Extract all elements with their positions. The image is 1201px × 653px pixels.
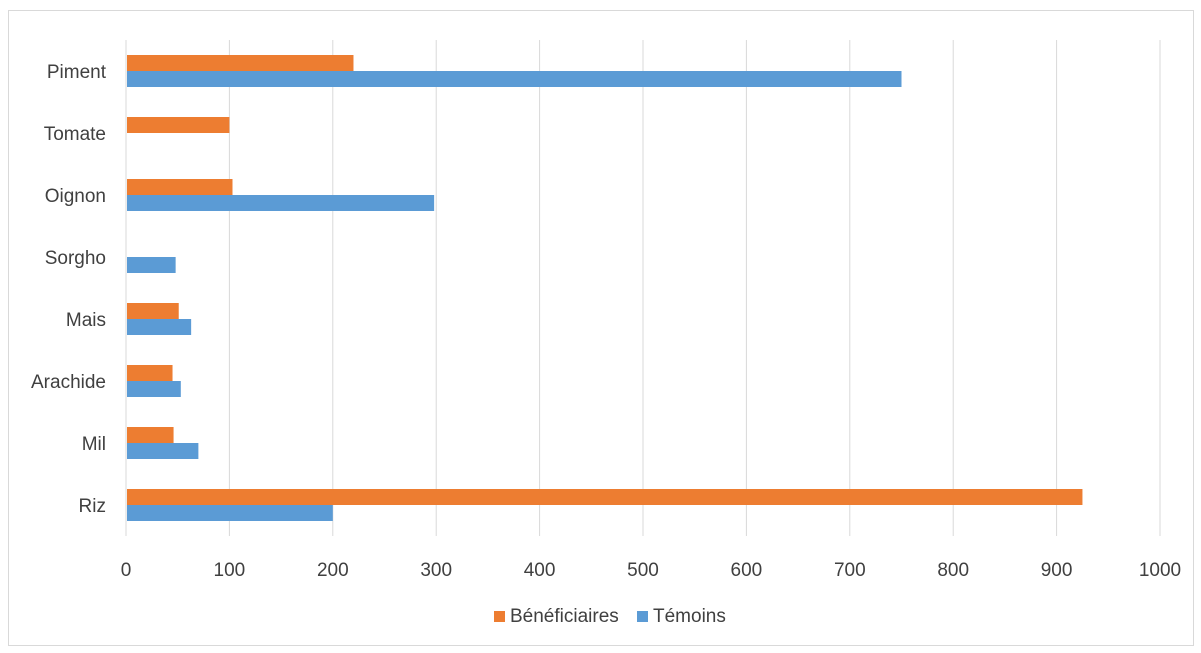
bar-beneficiaires xyxy=(127,55,354,71)
x-tick-label: 200 xyxy=(317,560,349,581)
bar-beneficiaires xyxy=(127,427,174,443)
bar-temoins xyxy=(127,257,176,273)
category-labels: Piment Tomate Oignon Sorgho Mais Arachide Mil R… xyxy=(31,62,107,517)
gridlines xyxy=(228,40,1161,536)
x-tick-label: 400 xyxy=(524,560,556,581)
chart-frame xyxy=(8,10,1194,646)
bar-beneficiaires xyxy=(127,489,1083,505)
bars xyxy=(127,55,1083,521)
x-tick-label: 800 xyxy=(937,560,969,581)
x-tick-label: 700 xyxy=(834,560,866,581)
x-tick-label: 600 xyxy=(731,560,763,581)
bar-beneficiaires xyxy=(127,117,230,133)
category-label: Arachide xyxy=(31,372,106,393)
bar-beneficiaires xyxy=(127,179,233,195)
bar-temoins xyxy=(127,443,199,459)
category-label: Mil xyxy=(82,434,106,455)
value-axis-ticks: 0 100 200 300 400 500 600 700 800 900 1000 xyxy=(121,560,1181,581)
x-tick-label: 100 xyxy=(214,560,246,581)
x-tick-label: 300 xyxy=(420,560,452,581)
bar-beneficiaires xyxy=(127,365,173,381)
bar-temoins xyxy=(127,381,181,397)
x-tick-label: 0 xyxy=(121,560,132,581)
legend-swatch xyxy=(494,611,505,622)
x-tick-label: 1000 xyxy=(1139,560,1181,581)
bar-temoins xyxy=(127,319,192,335)
legend-swatch xyxy=(637,611,648,622)
category-label: Mais xyxy=(66,310,106,331)
x-tick-label: 900 xyxy=(1041,560,1073,581)
bar-beneficiaires xyxy=(127,303,179,319)
x-tick-label: 500 xyxy=(627,560,659,581)
bar-temoins xyxy=(127,71,902,87)
legend-label: Bénéficiaires xyxy=(510,606,619,627)
bar-temoins xyxy=(127,195,435,211)
category-label: Riz xyxy=(79,496,106,517)
category-label: Tomate xyxy=(44,124,106,145)
category-label: Piment xyxy=(47,62,107,83)
legend-label: Témoins xyxy=(653,606,726,627)
category-label: Oignon xyxy=(45,186,106,207)
category-label: Sorgho xyxy=(45,248,106,269)
bar-temoins xyxy=(127,505,333,521)
legend: Bénéficiaires Témoins xyxy=(494,606,726,627)
